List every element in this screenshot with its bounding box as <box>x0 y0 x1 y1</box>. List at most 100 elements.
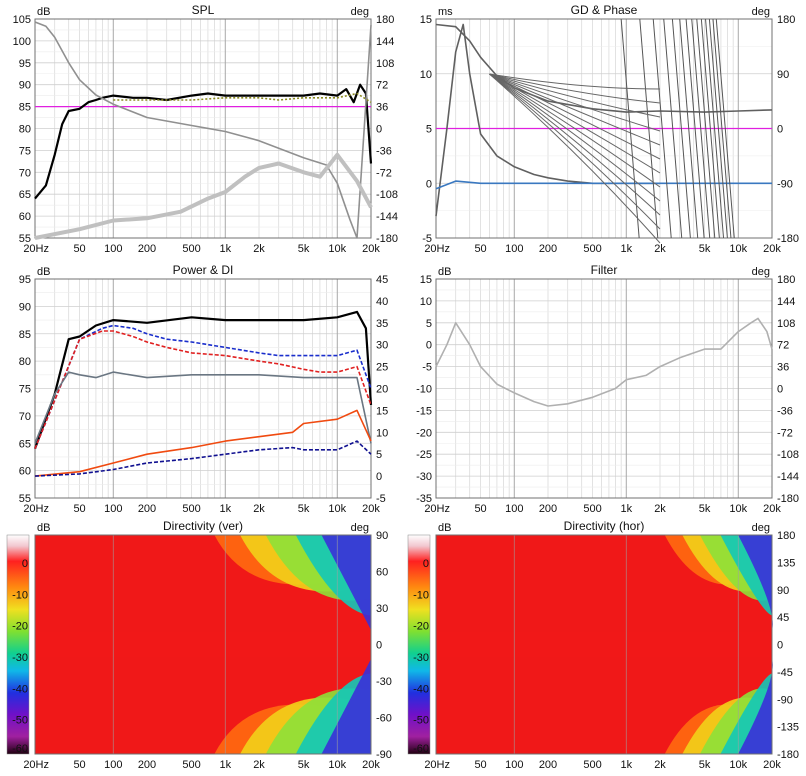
phase-trace <box>489 73 661 104</box>
plot-border <box>435 278 773 499</box>
y-right-tick-label: 0 <box>777 384 783 396</box>
phase-trace <box>671 18 691 239</box>
phase-trace <box>489 73 661 202</box>
y-right-tick-label: 30 <box>376 603 388 615</box>
chart-title: Directivity (hor) <box>564 519 645 533</box>
x-tick-label: 2k <box>253 759 265 771</box>
x-tick-label: 50 <box>73 243 85 255</box>
y-tick-label: 60 <box>19 466 31 478</box>
y-right-tick-label: 36 <box>376 102 388 114</box>
colorbar-tick-label: -30 <box>413 652 429 664</box>
y-unit-left: dB <box>438 266 451 278</box>
y-tick-label: 65 <box>19 438 31 450</box>
colorbar-tick-label: -50 <box>12 715 28 727</box>
y-unit-left: ms <box>438 6 453 18</box>
y-tick-label: 85 <box>19 329 31 341</box>
y-right-tick-label: 0 <box>376 124 382 136</box>
phase-trace <box>663 18 683 239</box>
x-tick-label: 50 <box>73 759 85 771</box>
phase-trace <box>489 73 661 160</box>
phase-trace <box>489 73 661 146</box>
y-right-tick-label: 180 <box>777 530 795 542</box>
x-tick-label: 5k <box>298 759 310 771</box>
x-tick-label: 20Hz <box>424 243 450 255</box>
x-tick-label: 50 <box>73 503 85 515</box>
colorbar-tick-label: 0 <box>423 558 429 570</box>
y-tick-label: 5 <box>426 318 432 330</box>
y-unit-left: dB <box>37 6 50 18</box>
y-right-tick-label: -108 <box>376 189 398 201</box>
y-unit-left: dB <box>37 266 50 278</box>
y-tick-label: -35 <box>416 493 432 505</box>
y-right-tick-label: -144 <box>777 471 799 483</box>
y-tick-label: -25 <box>416 449 432 461</box>
y-tick-label: 70 <box>19 411 31 423</box>
y-tick-label: -15 <box>416 405 432 417</box>
x-tick-label: 1k <box>219 503 231 515</box>
heatmap-axis-band <box>436 631 772 658</box>
heatmap-field <box>35 535 371 754</box>
phase-traces <box>489 18 735 244</box>
y-right-tick-label: 180 <box>376 14 394 26</box>
series-line <box>34 409 372 477</box>
phase-trace <box>489 73 661 118</box>
y-right-tick-label: 72 <box>376 80 388 92</box>
x-tick-label: 20k <box>362 243 380 255</box>
phase-trace <box>652 18 672 239</box>
x-tick-label: 200 <box>539 759 557 771</box>
x-tick-label: 20Hz <box>23 759 49 771</box>
series-line <box>34 330 372 450</box>
x-tick-label: 20k <box>763 503 781 515</box>
y-right-tick-label: 72 <box>777 340 789 352</box>
x-tick-label: 2k <box>654 759 666 771</box>
series-line <box>34 83 373 200</box>
y-tick-label: 75 <box>19 384 31 396</box>
colorbar-tick-label: -60 <box>12 743 28 755</box>
x-tick-label: 5k <box>699 243 711 255</box>
x-tick-label: 100 <box>505 503 523 515</box>
x-tick-label: 2k <box>253 503 265 515</box>
chart-title: Power & DI <box>173 263 234 277</box>
y-tick-label: 105 <box>13 14 31 26</box>
y-unit-right: deg <box>351 522 369 534</box>
series-line <box>34 21 372 239</box>
chart-5: 180 135 90 45 0 -45 -90 -135 -180 20Hz 50 100 200 500… <box>407 519 799 771</box>
x-tick-label: 20Hz <box>23 243 49 255</box>
x-tick-label: 10k <box>328 243 346 255</box>
phase-trace <box>489 73 661 188</box>
y-tick-label: -20 <box>416 427 432 439</box>
series-line <box>34 152 373 240</box>
y-right-tick-label: 144 <box>777 296 795 308</box>
y-right-tick-label: 45 <box>376 274 388 286</box>
series-line <box>33 310 373 450</box>
x-tick-label: 200 <box>138 503 156 515</box>
colorbar-tick-label: -50 <box>413 715 429 727</box>
x-tick-label: 10k <box>328 503 346 515</box>
x-tick-label: 200 <box>539 503 557 515</box>
y-right-tick-label: -180 <box>777 233 799 245</box>
x-tick-label: 1k <box>219 243 231 255</box>
x-tick-label: 50 <box>474 243 486 255</box>
x-tick-label: 10k <box>729 503 747 515</box>
x-tick-label: 500 <box>583 503 601 515</box>
chart-title: Directivity (ver) <box>163 519 243 533</box>
y-right-tick-label: -90 <box>376 749 392 761</box>
x-tick-label: 20k <box>763 243 781 255</box>
y-right-tick-label: 0 <box>376 640 382 652</box>
heatmap-band <box>321 658 371 754</box>
y-right-tick-label: -36 <box>777 405 793 417</box>
x-tick-label: 20Hz <box>424 759 450 771</box>
phase-trace <box>489 73 661 174</box>
y-right-tick-label: -72 <box>777 427 793 439</box>
colorbar-tick-label: 0 <box>22 558 28 570</box>
y-tick-label: -5 <box>422 233 432 245</box>
series-line <box>34 371 372 444</box>
y-right-tick-label: 108 <box>376 58 394 70</box>
y-right-tick-label: 35 <box>376 318 388 330</box>
x-tick-label: 20k <box>763 759 781 771</box>
y-right-tick-label: 10 <box>376 427 388 439</box>
y-right-tick-label: 20 <box>376 384 388 396</box>
y-right-tick-label: -144 <box>376 211 398 223</box>
y-right-tick-label: 30 <box>376 340 388 352</box>
